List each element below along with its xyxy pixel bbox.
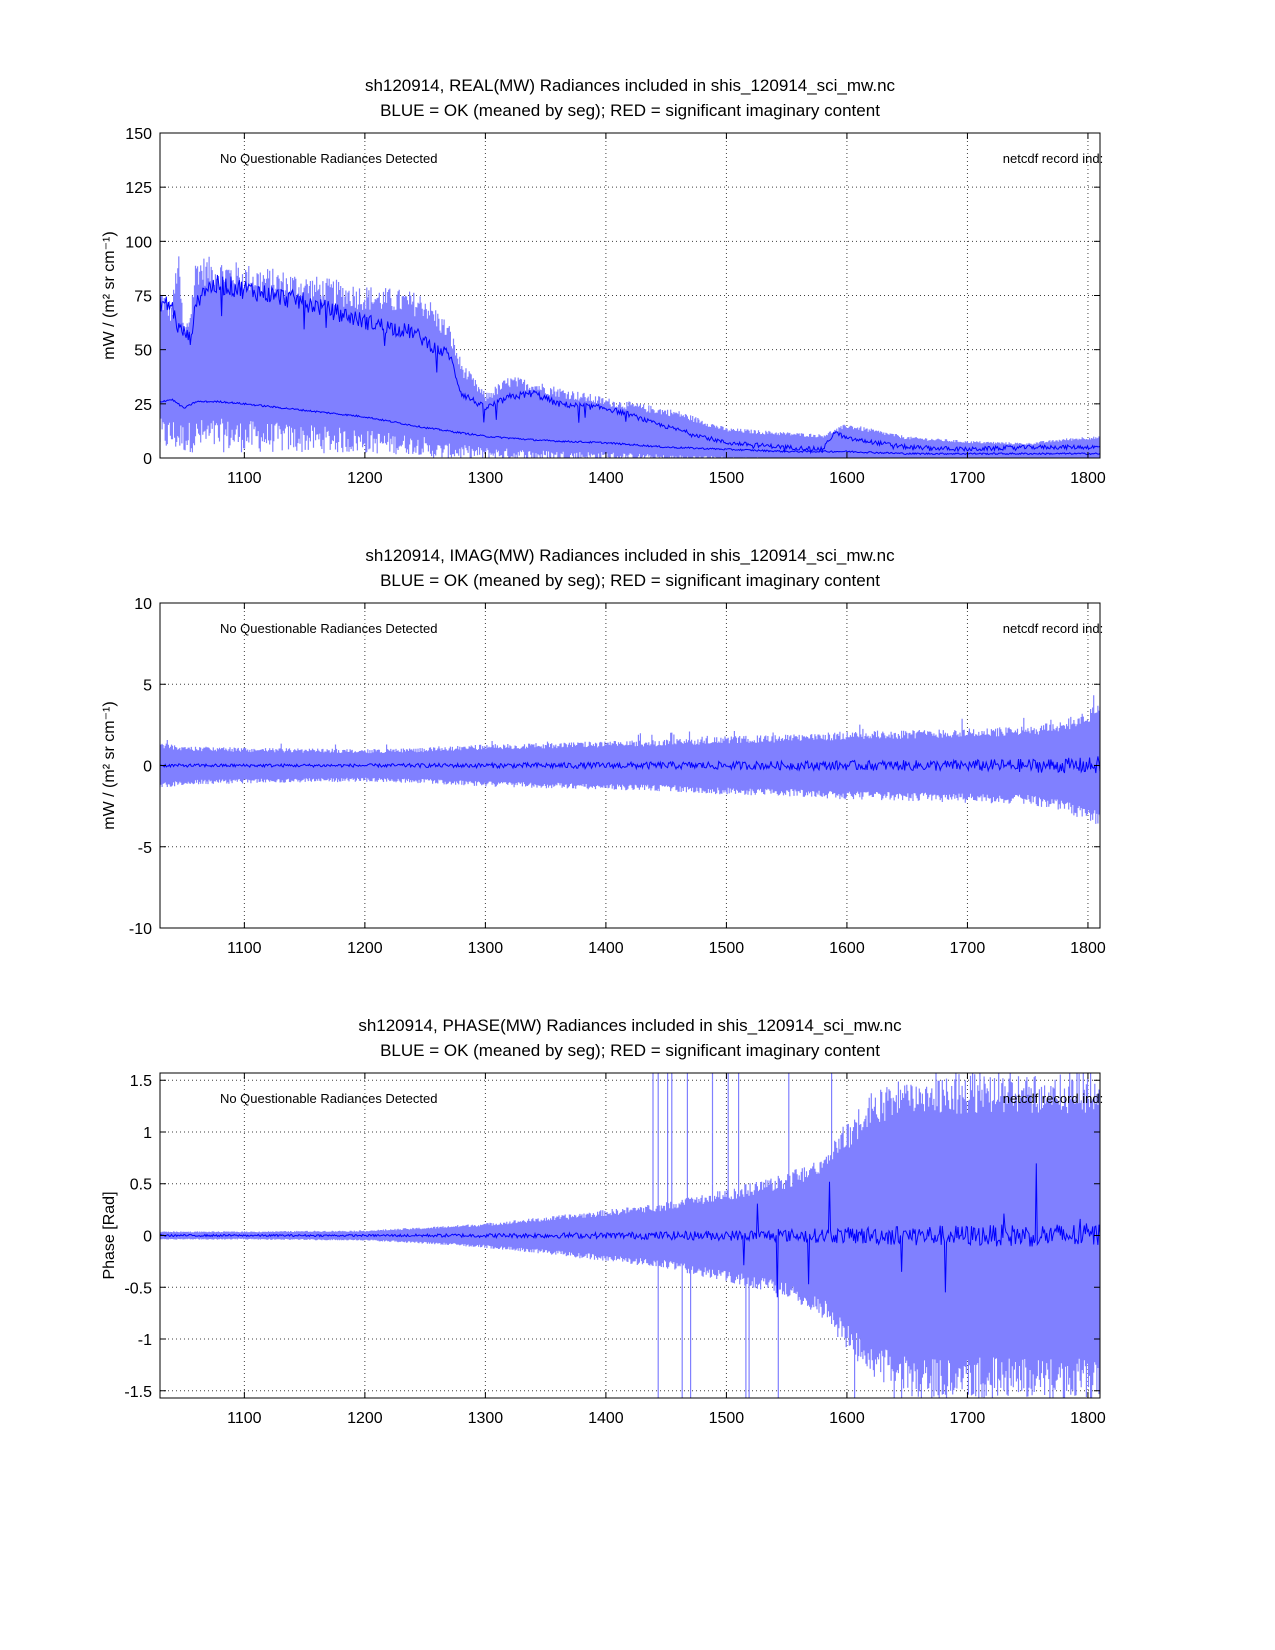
x-tick-label: 1800 (1070, 470, 1106, 487)
x-tick-label: 1200 (347, 940, 383, 957)
x-tick-label: 1700 (950, 940, 986, 957)
x-tick-label: 1400 (588, 470, 624, 487)
y-tick-label: -10 (129, 921, 152, 938)
series-mean (160, 1163, 1100, 1298)
x-tick-label: 1700 (950, 470, 986, 487)
x-tick-label: 1800 (1070, 1410, 1106, 1427)
chart-subtitle: BLUE = OK (meaned by seg); RED = signifi… (380, 101, 880, 120)
y-tick-label: 50 (134, 343, 152, 360)
chart-real: sh120914, REAL(MW) Radiances included in… (101, 76, 1106, 487)
x-tick-label: 1400 (588, 1410, 624, 1427)
y-tick-label: 100 (125, 234, 152, 251)
chart-subtitle: BLUE = OK (meaned by seg); RED = signifi… (380, 571, 880, 590)
x-tick-label: 1500 (709, 940, 745, 957)
series-mean (160, 756, 1100, 774)
plot-area (160, 603, 1100, 928)
x-tick-label: 1100 (227, 940, 262, 957)
annotation-right: netcdf record ind: (1003, 1091, 1103, 1106)
x-tick-label: 1700 (950, 1410, 986, 1427)
series-mean-upper (160, 274, 1100, 455)
y-axis-label: Phase [Rad] (101, 1191, 118, 1279)
x-tick-label: 1800 (1070, 940, 1106, 957)
series-mean-lower (160, 398, 1100, 456)
x-tick-label: 1200 (347, 1410, 383, 1427)
y-tick-label: -1.5 (124, 1384, 152, 1401)
chart-imag: sh120914, IMAG(MW) Radiances included in… (101, 546, 1106, 957)
y-tick-label: 0 (143, 759, 152, 776)
plot-area (160, 1073, 1100, 1398)
y-tick-label: 0.5 (130, 1177, 152, 1194)
y-tick-label: 75 (134, 289, 152, 306)
annotation-right: netcdf record ind: (1003, 621, 1103, 636)
y-tick-label: -5 (138, 840, 152, 857)
y-tick-label: 150 (125, 126, 152, 143)
x-tick-label: 1600 (829, 470, 865, 487)
x-tick-label: 1600 (829, 940, 865, 957)
y-tick-label: 0 (143, 1229, 152, 1246)
x-tick-label: 1400 (588, 940, 624, 957)
chart-subtitle: BLUE = OK (meaned by seg); RED = signifi… (380, 1041, 880, 1060)
x-tick-label: 1300 (468, 940, 504, 957)
y-tick-label: 10 (134, 596, 152, 613)
chart-phase: sh120914, PHASE(MW) Radiances included i… (101, 1016, 1106, 1427)
series-envelope (160, 695, 1100, 824)
y-axis-label: mW / (m² sr cm⁻¹) (101, 231, 118, 359)
y-tick-label: 5 (143, 677, 152, 694)
y-tick-label: -1 (138, 1332, 152, 1349)
y-tick-label: -0.5 (124, 1280, 152, 1297)
x-tick-label: 1300 (468, 1410, 504, 1427)
chart-title: sh120914, IMAG(MW) Radiances included in… (365, 546, 895, 565)
y-tick-label: 1.5 (130, 1073, 152, 1090)
y-tick-label: 0 (143, 451, 152, 468)
chart-title: sh120914, PHASE(MW) Radiances included i… (358, 1016, 902, 1035)
x-tick-label: 1300 (468, 470, 504, 487)
annotation-left: No Questionable Radiances Detected (220, 621, 438, 636)
y-tick-label: 1 (143, 1125, 152, 1142)
y-tick-label: 25 (134, 397, 152, 414)
x-tick-label: 1500 (709, 1410, 745, 1427)
y-tick-label: 125 (125, 180, 152, 197)
annotation-left: No Questionable Radiances Detected (220, 151, 438, 166)
x-tick-label: 1100 (227, 1410, 262, 1427)
y-axis-label: mW / (m² sr cm⁻¹) (101, 701, 118, 829)
x-tick-label: 1600 (829, 1410, 865, 1427)
chart-title: sh120914, REAL(MW) Radiances included in… (365, 76, 896, 95)
plot-area (160, 133, 1100, 458)
x-tick-label: 1200 (347, 470, 383, 487)
annotation-left: No Questionable Radiances Detected (220, 1091, 438, 1106)
x-tick-label: 1500 (709, 470, 745, 487)
annotation-right: netcdf record ind: (1003, 151, 1103, 166)
series-envelope (160, 256, 1100, 458)
x-tick-label: 1100 (227, 470, 262, 487)
